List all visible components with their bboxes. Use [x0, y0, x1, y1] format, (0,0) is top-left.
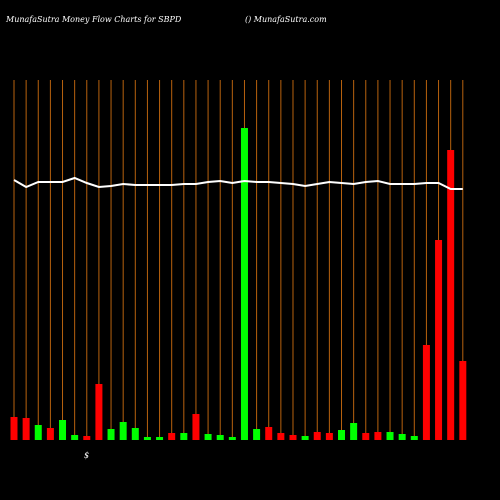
bar: [422, 345, 430, 440]
bar: [10, 417, 18, 440]
bar: [228, 437, 236, 440]
bar: [131, 428, 139, 440]
bar: [34, 425, 42, 440]
chart-subtitle: () MunafaSutra.com: [245, 15, 327, 24]
bar: [168, 433, 176, 440]
bar: [410, 436, 418, 440]
bar: [192, 414, 200, 440]
bar: [435, 240, 443, 440]
bar: [277, 433, 285, 440]
bar: [22, 418, 30, 440]
bar: [95, 384, 103, 440]
bar: [253, 429, 261, 440]
bar: [180, 433, 188, 440]
bar: [240, 128, 248, 440]
money-flow-line: [13, 176, 463, 190]
bar: [107, 429, 115, 440]
bar: [289, 435, 297, 440]
bar: [301, 436, 309, 440]
bar: [156, 437, 164, 440]
annotation: $: [84, 451, 89, 460]
bar: [374, 432, 382, 440]
bar: [350, 423, 358, 440]
bar: [59, 420, 67, 440]
bar: [119, 422, 127, 440]
bar: [447, 150, 455, 440]
bar: [325, 433, 333, 440]
bar: [46, 428, 54, 440]
bar: [204, 434, 212, 440]
bar: [143, 437, 151, 440]
bar: [313, 432, 321, 440]
bar: [216, 435, 224, 440]
bar: [386, 432, 394, 440]
bar: [83, 436, 91, 440]
bar: [398, 434, 406, 440]
bar: [338, 430, 346, 440]
bar: [362, 433, 370, 440]
chart-title: MunafaSutra Money Flow Charts for SBPD: [5, 15, 182, 24]
bar: [459, 361, 467, 440]
bar: [71, 435, 79, 440]
bar: [265, 427, 273, 440]
